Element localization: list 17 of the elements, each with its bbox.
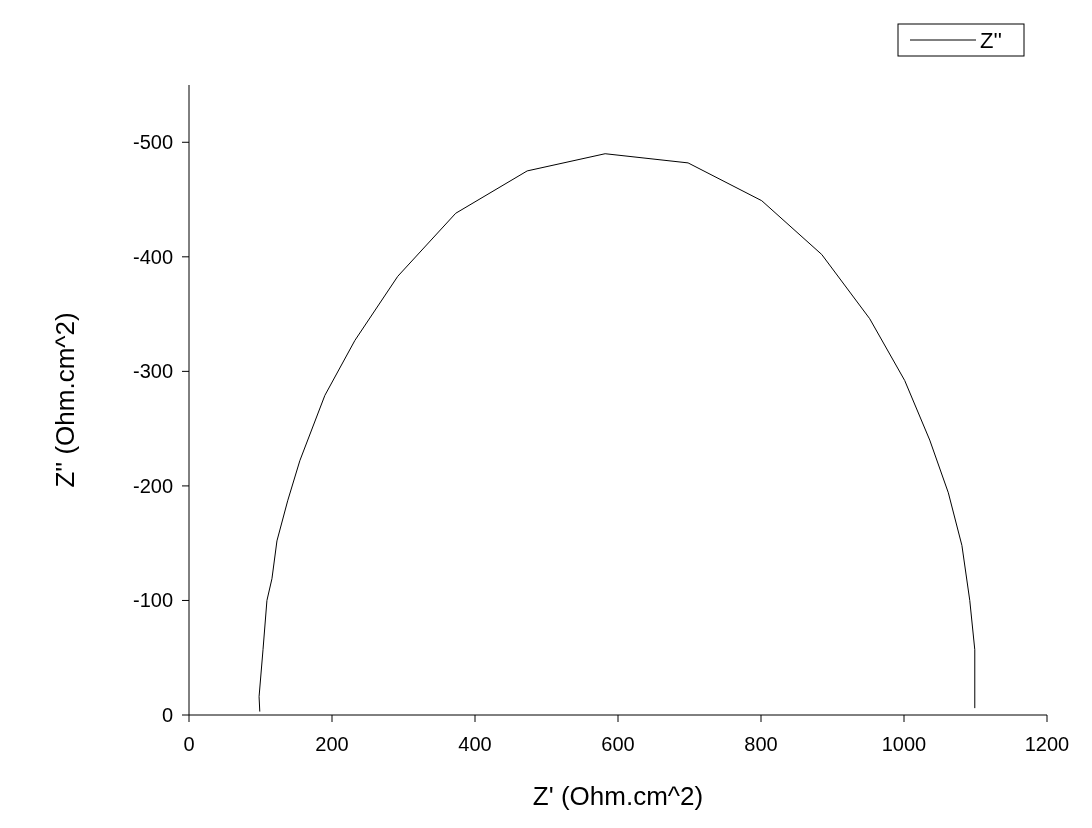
legend-label: Z'' xyxy=(980,27,1002,53)
y-tick-label: -500 xyxy=(132,131,173,154)
y-axis-title: Z'' (Ohm.cm^2) xyxy=(50,312,80,488)
x-tick-label: 0 xyxy=(183,733,195,755)
y-tick-label: -200 xyxy=(132,474,173,497)
line-series xyxy=(258,153,976,713)
x-tick-label: 800 xyxy=(744,733,778,755)
y-tick-label: 0 xyxy=(161,704,173,726)
y-tick-label: -300 xyxy=(132,360,173,383)
x-axis-title: Z' (Ohm.cm^2) xyxy=(532,781,704,811)
x-tick-label: 1000 xyxy=(881,733,927,755)
x-tick-label: 600 xyxy=(601,733,635,755)
x-tick-label: 1200 xyxy=(1024,733,1070,755)
x-tick-label: 200 xyxy=(315,733,349,755)
y-tick-label: -100 xyxy=(132,589,173,612)
y-tick-label: -400 xyxy=(132,245,173,268)
x-tick-label: 400 xyxy=(458,733,492,755)
